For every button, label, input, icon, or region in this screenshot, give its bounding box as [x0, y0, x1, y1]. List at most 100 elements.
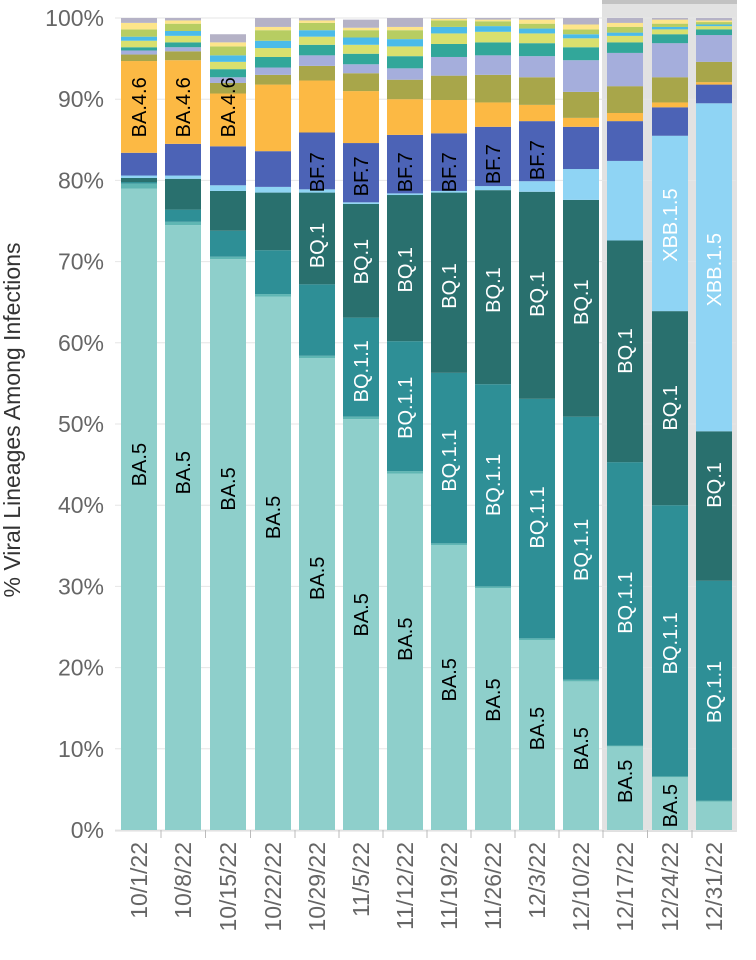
bar-segment: [652, 776, 688, 778]
bar-segment: [210, 93, 246, 147]
bar-segment: [343, 30, 379, 38]
bar-segment: [299, 358, 335, 830]
bar-segment: [299, 355, 335, 359]
bar-segment: [255, 40, 291, 49]
bar-segment: [210, 61, 246, 70]
bar-segment: [607, 18, 643, 23]
segment-label: BA.5: [129, 443, 151, 486]
bar-segment: [165, 23, 201, 31]
bar-segment: [696, 35, 732, 62]
bar-segment: [299, 284, 335, 356]
x-tick-label: 10/8/22: [170, 842, 196, 919]
bar-segment: [519, 104, 555, 122]
bar-segment: [563, 91, 599, 118]
segment-label: BF.7: [351, 156, 373, 196]
segment-label: BA.5: [439, 658, 461, 701]
segment-label: BQ.1: [395, 247, 417, 293]
bar-segment: [165, 20, 201, 24]
bar-segment: [343, 73, 379, 92]
bar-segment: [343, 44, 379, 54]
bar-segment: [210, 69, 246, 78]
bar-segment: [121, 188, 157, 830]
bar-segment: [563, 24, 599, 30]
bar-segment: [696, 84, 732, 104]
bar-segment: [121, 183, 157, 189]
bar-segment: [387, 18, 423, 27]
bar-segment: [431, 100, 467, 134]
segment-label: BQ.1: [307, 223, 329, 269]
bar-segment: [165, 18, 201, 21]
bar-segment: [652, 43, 688, 78]
bar-segment: [299, 55, 335, 66]
bar-segment: [165, 30, 201, 36]
bar-segment: [299, 18, 335, 21]
bar-segment: [696, 61, 732, 83]
segment-label: BQ.1: [351, 239, 373, 285]
segment-label: BQ.1.1: [704, 661, 726, 723]
segment-label: BQ.1: [660, 385, 682, 431]
segment-label: BQ.1.1: [351, 340, 373, 402]
bar-segment: [652, 34, 688, 44]
bar-segment: [563, 681, 599, 830]
bar-segment: [431, 372, 467, 544]
bar-segment: [696, 103, 732, 432]
bar-segment: [563, 29, 599, 35]
segment-label: XBB.1.5: [704, 233, 726, 306]
bar-segment: [255, 84, 291, 152]
segment-label: BA.5: [660, 784, 682, 827]
bar-segment: [519, 28, 555, 34]
bar-segment: [343, 317, 379, 417]
bar-segment: [431, 75, 467, 101]
bar-segment: [343, 203, 379, 318]
bar-segment: [563, 679, 599, 682]
bar-segment: [475, 19, 511, 22]
bar-segment: [210, 77, 246, 83]
bar-segment: [696, 580, 732, 801]
x-tick-label: 12/17/22: [612, 842, 638, 932]
x-tick-label: 12/3/22: [524, 842, 550, 919]
bar-segment: [475, 102, 511, 127]
bar-segment: [696, 800, 732, 802]
bar-segment: [696, 431, 732, 581]
bar-segment: [210, 82, 246, 94]
bar-segment: [255, 192, 291, 251]
bar-segment: [607, 746, 643, 830]
bar-segment: [475, 26, 511, 32]
bar-segment: [165, 143, 201, 176]
bar-segment: [121, 36, 157, 41]
segment-label: BA.4.6: [173, 77, 195, 137]
bar-segment: [165, 221, 201, 226]
bar-segment: [165, 35, 201, 43]
y-tick-label: 60%: [58, 330, 104, 356]
segment-label: BQ.1.1: [483, 454, 505, 516]
x-tick-label: 10/29/22: [304, 842, 330, 932]
bar-segment: [121, 177, 157, 183]
bar-segment: [475, 55, 511, 75]
bar-segment: [696, 82, 732, 85]
x-tick-label: 11/19/22: [436, 842, 462, 930]
segment-labels: BA.5 BA.5 BA.5 BA.5 BA.5 BA.5 BA.5 BA.5 BA.5 BA.5…: [129, 77, 726, 827]
bar-segment: [343, 419, 379, 830]
bar-segment: [696, 26, 732, 30]
bar-segment: [696, 801, 732, 830]
bar-segment: [475, 21, 511, 27]
bar-segment: [165, 42, 201, 48]
bar-segment: [563, 169, 599, 200]
segment-label: BQ.1.1: [660, 612, 682, 674]
y-tick-label: 50%: [58, 411, 104, 437]
bar-segment: [563, 416, 599, 680]
bar-segment: [121, 61, 157, 153]
bar-segment: [121, 40, 157, 48]
segment-label: BQ.1: [615, 328, 637, 374]
segment-label: BA.5: [173, 451, 195, 494]
bar-segment: [607, 32, 643, 36]
bar-segment: [255, 151, 291, 187]
segment-label: BA.5: [571, 727, 593, 770]
bar-segment: [121, 18, 157, 23]
bar-segment: [255, 26, 291, 31]
bar-segment: [387, 68, 423, 80]
bar-segment: [607, 35, 643, 43]
bar-segment: [210, 55, 246, 62]
bar-segment: [387, 99, 423, 135]
segment-label: BA.5: [263, 496, 285, 539]
